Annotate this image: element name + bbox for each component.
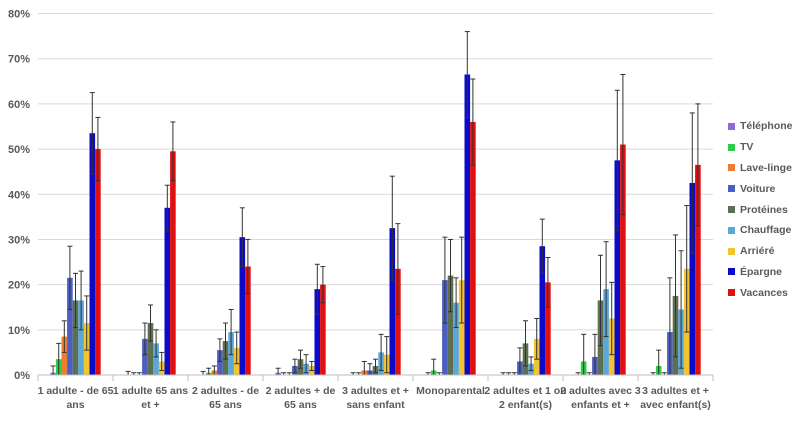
legend-label: Épargne xyxy=(740,265,783,278)
bar xyxy=(95,149,101,375)
bar xyxy=(539,246,546,375)
legend-swatch xyxy=(728,206,735,214)
x-axis xyxy=(37,374,714,381)
error-bars xyxy=(50,31,701,375)
x-tick-label: 2 enfant(s) xyxy=(499,399,552,411)
bar xyxy=(614,160,621,375)
x-tick-label: 1 adulte - de 65 xyxy=(38,385,114,397)
gridlines xyxy=(38,13,713,331)
legend-label: Protéines xyxy=(740,203,788,216)
bar xyxy=(147,323,154,375)
bar xyxy=(447,275,454,375)
bar xyxy=(320,284,326,375)
bar xyxy=(453,302,459,375)
legend-label: Lave-linge xyxy=(740,161,792,174)
bar xyxy=(314,289,321,375)
bar xyxy=(395,268,401,375)
legend-item: Téléphone xyxy=(728,116,800,137)
legend-item: Voiture xyxy=(728,178,800,199)
x-tick-label: Monoparental xyxy=(416,385,485,397)
legend: Téléphone TV Lave-linge Voiture Protéines Cha… xyxy=(728,116,800,303)
x-tick-label: 3 adultes et + xyxy=(642,385,709,397)
legend-swatch xyxy=(728,268,735,276)
legend-label: Arriéré xyxy=(740,245,775,258)
bar xyxy=(545,282,551,375)
legend-label: TV xyxy=(740,141,754,154)
bar xyxy=(217,350,223,375)
legend-item: Chauffage xyxy=(728,220,800,241)
x-tick-label: 2 adultes - de xyxy=(192,385,259,397)
x-tick-label: 1 adulte 65 ans xyxy=(113,385,188,397)
y-tick-label: 70% xyxy=(8,54,30,66)
legend-swatch xyxy=(728,289,735,297)
bar xyxy=(239,237,246,375)
bar xyxy=(620,144,626,375)
legend-swatch xyxy=(728,226,735,234)
x-tick-label: 3 adultes et + xyxy=(342,385,409,397)
legend-item: Arriéré xyxy=(728,241,800,262)
x-tick-label: 65 ans xyxy=(284,399,317,411)
x-tick-label: enfants et + xyxy=(571,399,630,411)
x-tick-label: 2 adultes avec 3 xyxy=(560,385,641,397)
x-tick-label: sans enfant xyxy=(346,399,405,411)
legend-swatch xyxy=(728,247,735,255)
x-tick-label: ans xyxy=(66,399,84,411)
legend-item: Vacances xyxy=(728,282,800,303)
bar xyxy=(78,300,84,375)
legend-label: Téléphone xyxy=(740,120,793,133)
x-tick-label: 65 ans xyxy=(209,399,242,411)
y-tick-label: 80% xyxy=(8,9,30,21)
y-tick-label: 30% xyxy=(8,234,30,246)
x-axis-category-labels: 1 adulte - de 65 ans 1 adulte 65 ans et + 2 … xyxy=(38,385,711,411)
bar xyxy=(689,182,696,375)
x-tick-label: et + xyxy=(141,399,159,411)
bar xyxy=(389,228,396,375)
legend-swatch xyxy=(728,143,735,151)
y-tick-label: 60% xyxy=(8,99,30,111)
y-tick-label: 40% xyxy=(8,189,30,201)
bar xyxy=(470,121,476,375)
legend-item: Épargne xyxy=(728,262,800,283)
bar xyxy=(695,164,701,375)
bar xyxy=(61,336,68,375)
bar xyxy=(164,207,171,375)
y-tick-label: 10% xyxy=(8,325,30,337)
x-tick-label: avec enfant(s) xyxy=(640,399,711,411)
bar xyxy=(153,343,159,375)
legend-item: Lave-linge xyxy=(728,158,800,179)
x-tick-label: 2 adultes + de xyxy=(266,385,336,397)
legend-item: TV xyxy=(728,137,800,158)
legend-label: Voiture xyxy=(740,182,776,195)
bar xyxy=(245,266,251,375)
legend-swatch xyxy=(728,185,735,193)
legend-item: Protéines xyxy=(728,199,800,220)
bar xyxy=(142,338,148,375)
legend-swatch xyxy=(728,122,735,130)
y-tick-label: 20% xyxy=(8,280,30,292)
legend-label: Chauffage xyxy=(740,224,792,237)
bar xyxy=(67,277,73,375)
bar xyxy=(464,74,471,376)
bar xyxy=(72,300,79,375)
bar xyxy=(89,133,96,375)
legend-swatch xyxy=(728,164,735,172)
y-tick-label: 50% xyxy=(8,144,30,156)
y-axis-ticks: 0% 10% 20% 30% 40% 50% 60% 70% 80% xyxy=(8,9,30,383)
legend-label: Vacances xyxy=(740,286,788,299)
bar xyxy=(458,280,465,375)
y-tick-label: 0% xyxy=(14,370,30,382)
bar xyxy=(442,280,448,375)
bar xyxy=(170,151,176,375)
x-tick-label: 2 adultes et 1 ou xyxy=(484,385,566,397)
